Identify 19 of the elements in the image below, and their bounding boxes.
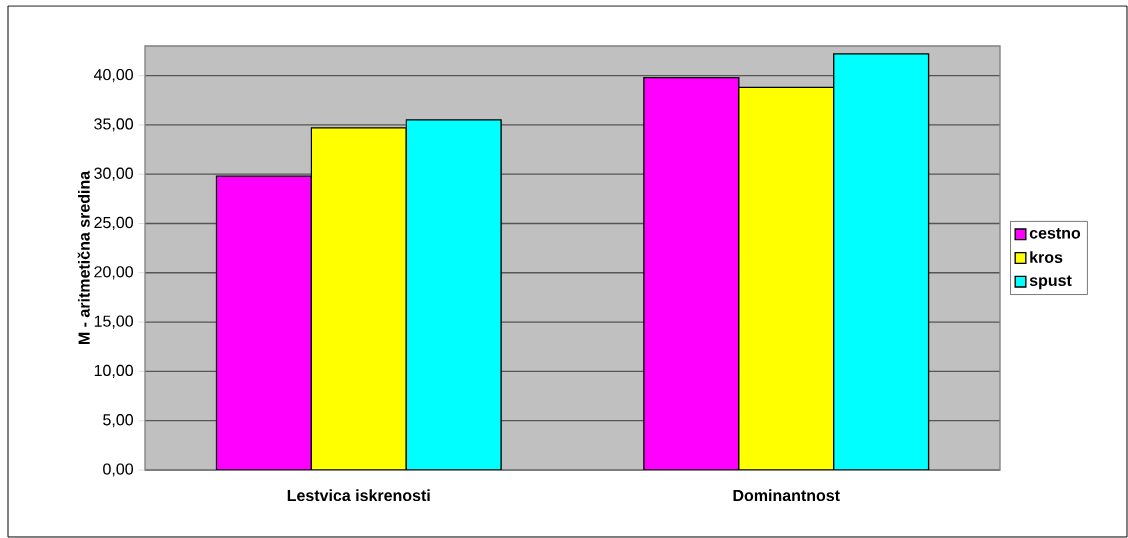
y-tick-label: 30,00 bbox=[94, 167, 134, 181]
bar bbox=[738, 86, 835, 470]
y-tick-label: 25,00 bbox=[94, 216, 134, 231]
y-axis-title: M - aritmetična sredina bbox=[77, 170, 90, 345]
x-tick-label: Dominantnost bbox=[733, 489, 840, 502]
y-tick-label: 5,00 bbox=[103, 414, 134, 428]
y-tick-label: 35,00 bbox=[94, 118, 134, 132]
y-tick-label: 0,00 bbox=[103, 463, 134, 477]
y-tick-label: 40,00 bbox=[93, 68, 134, 83]
legend-label: spust bbox=[1029, 275, 1072, 290]
legend-label: cestno bbox=[1029, 228, 1081, 239]
y-tick-label: 15,00 bbox=[94, 315, 134, 329]
y-tick-label: 10,00 bbox=[94, 364, 134, 378]
y-tick-label: 20,00 bbox=[94, 266, 134, 280]
bar bbox=[405, 119, 502, 470]
x-tick-label: Lestvica iskrenosti bbox=[287, 489, 430, 502]
bar bbox=[833, 53, 930, 470]
bar bbox=[310, 127, 407, 470]
legend-label: kros bbox=[1030, 251, 1063, 263]
